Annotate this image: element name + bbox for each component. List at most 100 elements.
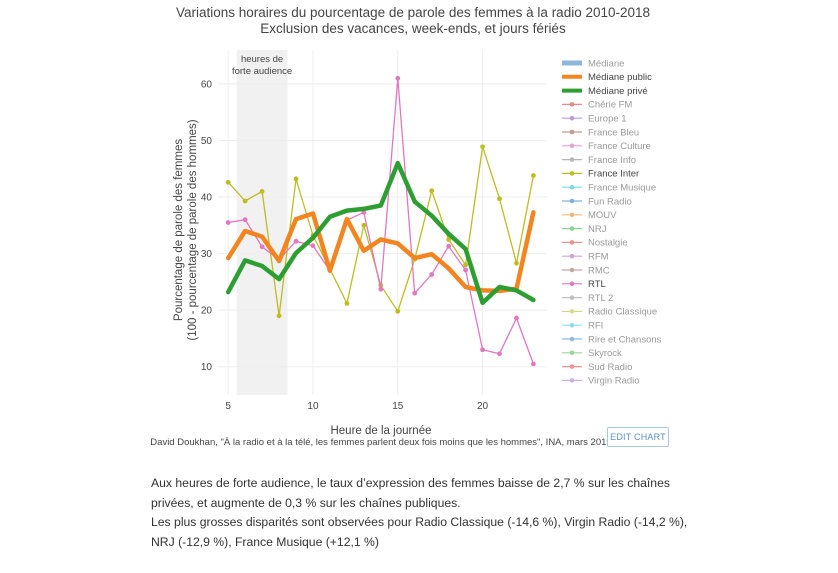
legend-item-france-info[interactable]: France Info — [562, 155, 636, 166]
x-tick-label: 15 — [392, 401, 404, 412]
legend-label: RFI — [588, 321, 603, 332]
data-point-rtl — [514, 315, 519, 321]
y-tick-label: 50 — [201, 136, 213, 147]
legend-label: NRJ — [588, 224, 607, 235]
legend-item-mediane-public[interactable]: Médiane public — [562, 72, 652, 83]
series-mediane-public — [225, 210, 536, 294]
y-tick-label: 10 — [201, 362, 213, 373]
legend-label: MOUV — [588, 210, 617, 221]
chart-subtitle: Exclusion des vacances, week-ends, et jo… — [260, 21, 566, 36]
legend-label: Médiane privé — [588, 86, 648, 97]
legend-item-rtl-2[interactable]: RTL 2 — [562, 293, 613, 304]
legend-marker — [569, 253, 575, 259]
legend-marker — [569, 226, 575, 231]
legend-item-mouv[interactable]: MOUV — [562, 210, 617, 221]
legend-item-fun-radio[interactable]: Fun Radio — [562, 196, 632, 207]
legend-item-skyrock[interactable]: Skyrock — [562, 348, 622, 359]
data-point-rtl — [412, 290, 418, 296]
legend-label: Sud Radio — [588, 362, 632, 373]
data-point-rtl — [463, 267, 468, 273]
legend-item-france-culture[interactable]: France Culture — [562, 141, 651, 152]
data-point-rtl — [242, 217, 248, 223]
legend-marker — [569, 322, 575, 328]
x-tick-label: 20 — [477, 401, 489, 412]
legend-item-rfi[interactable]: RFI — [562, 321, 603, 332]
data-point-france-inter — [293, 176, 299, 182]
legend-item-nostalgie[interactable]: Nostalgie — [562, 238, 628, 249]
legend-item-rtl[interactable]: RTL — [562, 279, 606, 290]
legend-marker — [569, 102, 575, 107]
legend-label: Médiane — [588, 58, 624, 69]
legend-item-radio-classique[interactable]: Radio Classique — [562, 307, 657, 318]
chart-container: Variations horaires du pourcentage de pa… — [150, 5, 669, 448]
legend-label: Rire et Chansons — [588, 334, 662, 345]
y-tick-label: 20 — [201, 306, 213, 317]
legend-marker — [569, 129, 575, 135]
legend-item-rfm[interactable]: RFM — [562, 252, 609, 263]
legend-item-rmc[interactable]: RMC — [562, 265, 610, 276]
data-point-france-inter — [446, 237, 452, 242]
data-point-rtl — [259, 244, 265, 250]
y-tick-label: 30 — [201, 249, 213, 260]
legend-marker — [569, 240, 575, 245]
legend-marker — [569, 378, 575, 383]
legend-label: Chérie FM — [588, 100, 632, 111]
legend-item-cherie-fm[interactable]: Chérie FM — [562, 100, 632, 111]
legend-item-nrj[interactable]: NRJ — [562, 224, 607, 235]
legend-label: RTL — [588, 279, 606, 290]
tick-layer: 5 10 15 20 10 20 30 40 50 60 — [201, 79, 489, 412]
line-chart: Variations horaires du pourcentage de pa… — [150, 5, 662, 448]
shaded-region — [236, 50, 288, 395]
legend-item-mediane[interactable]: Médiane — [562, 58, 624, 69]
legend-label: Médiane public — [588, 72, 652, 83]
legend-marker — [569, 309, 575, 314]
series-mediane-prive — [225, 160, 536, 306]
edit-chart-button[interactable]: EDIT CHART — [607, 427, 669, 447]
data-point-rtl — [395, 75, 401, 81]
data-point-france-inter — [242, 198, 248, 204]
chart-title: Variations horaires du pourcentage de pa… — [176, 5, 650, 20]
data-point-france-inter — [361, 222, 367, 228]
caption-paragraph-1: Aux heures de forte audience, le taux d’… — [151, 476, 670, 510]
data-point-france-inter — [344, 300, 350, 306]
legend-marker — [569, 281, 575, 287]
y-axis-title-line2: (100 - pourcentage de parole des hommes) — [187, 119, 199, 340]
legend-item-rire-et-chansons[interactable]: Rire et Chansons — [562, 334, 662, 345]
series-line-mediane-public — [225, 210, 536, 294]
data-point-france-inter — [259, 188, 265, 194]
legend-label: Fun Radio — [588, 196, 632, 207]
legend-item-france-inter[interactable]: France Inter — [562, 169, 639, 180]
data-point-france-inter — [497, 196, 502, 202]
legend-label: Virgin Radio — [588, 376, 640, 387]
legend-label: France Culture — [588, 141, 651, 152]
caption-paragraph-2: Les plus grosses disparités sont observé… — [151, 515, 688, 549]
shaded-region-label-line2: forte audience — [232, 66, 292, 77]
legend-marker — [569, 171, 575, 176]
data-point-france-inter — [531, 173, 536, 178]
legend-item-france-musique[interactable]: France Musique — [562, 183, 656, 194]
data-point-france-inter — [463, 262, 468, 268]
data-point-rtl — [480, 347, 485, 353]
legend-label: RTL 2 — [588, 293, 613, 304]
legend-marker — [569, 184, 575, 190]
legend-item-mediane-prive[interactable]: Médiane privé — [562, 86, 648, 97]
data-point-france-inter — [480, 144, 485, 150]
legend-label: France Bleu — [588, 127, 639, 138]
data-point-rtl — [310, 243, 316, 249]
data-point-rtl — [531, 361, 536, 367]
legend-label: France Musique — [588, 183, 656, 194]
legend-item-france-bleu[interactable]: France Bleu — [562, 127, 639, 138]
legend-label: France Info — [588, 155, 636, 166]
y-axis-title-line1: Pourcentage de parole des femmes — [173, 139, 185, 321]
legend-marker — [569, 336, 575, 342]
legend-marker — [569, 143, 575, 149]
legend-label: Europe 1 — [588, 114, 627, 125]
legend-item-sud-radio[interactable]: Sud Radio — [562, 362, 632, 373]
legend-item-europe-1[interactable]: Europe 1 — [562, 114, 627, 125]
legend-label: France Inter — [588, 169, 639, 180]
x-axis-title: Heure de la journée — [330, 425, 431, 437]
data-point-france-inter — [395, 308, 401, 314]
series-layer — [225, 75, 536, 367]
legend-item-virgin-radio[interactable]: Virgin Radio — [562, 376, 640, 387]
